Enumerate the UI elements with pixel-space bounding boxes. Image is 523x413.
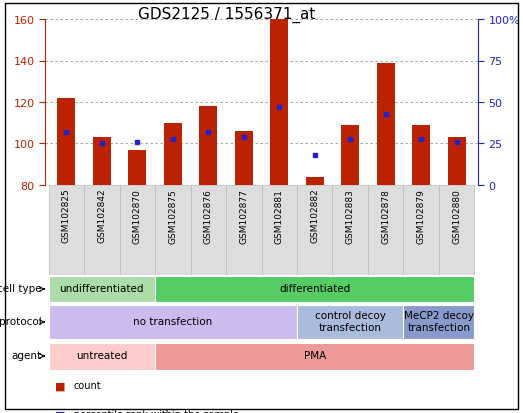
- Text: no transfection: no transfection: [133, 316, 212, 326]
- Text: MeCP2 decoy
transfection: MeCP2 decoy transfection: [404, 311, 474, 332]
- Text: protocol: protocol: [0, 316, 41, 326]
- Text: GSM102876: GSM102876: [204, 188, 213, 243]
- Bar: [164, 123, 181, 185]
- Text: GSM102825: GSM102825: [62, 188, 71, 243]
- Bar: [439, 185, 474, 275]
- Bar: [297, 185, 333, 275]
- Bar: [333, 185, 368, 275]
- Text: GSM102870: GSM102870: [133, 188, 142, 243]
- Bar: [49, 305, 297, 339]
- Bar: [155, 185, 190, 275]
- Bar: [377, 64, 394, 185]
- Bar: [155, 277, 474, 302]
- Bar: [190, 185, 226, 275]
- Bar: [49, 277, 155, 302]
- Text: PMA: PMA: [304, 351, 326, 361]
- Bar: [262, 185, 297, 275]
- Bar: [155, 343, 474, 370]
- Bar: [84, 185, 120, 275]
- Text: control decoy
transfection: control decoy transfection: [315, 311, 385, 332]
- Text: GDS2125 / 1556371_at: GDS2125 / 1556371_at: [138, 7, 315, 23]
- Bar: [403, 185, 439, 275]
- Bar: [49, 343, 155, 370]
- Bar: [403, 305, 474, 339]
- Bar: [58, 99, 75, 185]
- Text: undifferentiated: undifferentiated: [60, 284, 144, 294]
- Text: agent: agent: [12, 351, 41, 361]
- Bar: [297, 305, 403, 339]
- Text: count: count: [74, 380, 101, 391]
- Bar: [368, 185, 403, 275]
- Bar: [129, 150, 146, 185]
- Bar: [270, 20, 288, 185]
- Bar: [120, 185, 155, 275]
- Bar: [49, 185, 84, 275]
- Text: untreated: untreated: [76, 351, 128, 361]
- Bar: [199, 107, 217, 185]
- Text: GSM102881: GSM102881: [275, 188, 284, 243]
- Text: percentile rank within the sample: percentile rank within the sample: [74, 409, 239, 413]
- Bar: [342, 126, 359, 185]
- Bar: [93, 138, 111, 185]
- Text: GSM102875: GSM102875: [168, 188, 177, 243]
- Text: GSM102878: GSM102878: [381, 188, 390, 243]
- Bar: [448, 138, 465, 185]
- Bar: [412, 126, 430, 185]
- Text: differentiated: differentiated: [279, 284, 350, 294]
- Text: GSM102877: GSM102877: [239, 188, 248, 243]
- Bar: [226, 185, 262, 275]
- Text: GSM102880: GSM102880: [452, 188, 461, 243]
- Bar: [235, 132, 253, 185]
- Text: ■: ■: [55, 409, 66, 413]
- Text: GSM102882: GSM102882: [310, 188, 319, 243]
- Text: cell type: cell type: [0, 284, 41, 294]
- Bar: [306, 177, 324, 185]
- Text: GSM102879: GSM102879: [417, 188, 426, 243]
- Text: ■: ■: [55, 380, 66, 391]
- Text: GSM102883: GSM102883: [346, 188, 355, 243]
- Text: GSM102842: GSM102842: [97, 188, 106, 243]
